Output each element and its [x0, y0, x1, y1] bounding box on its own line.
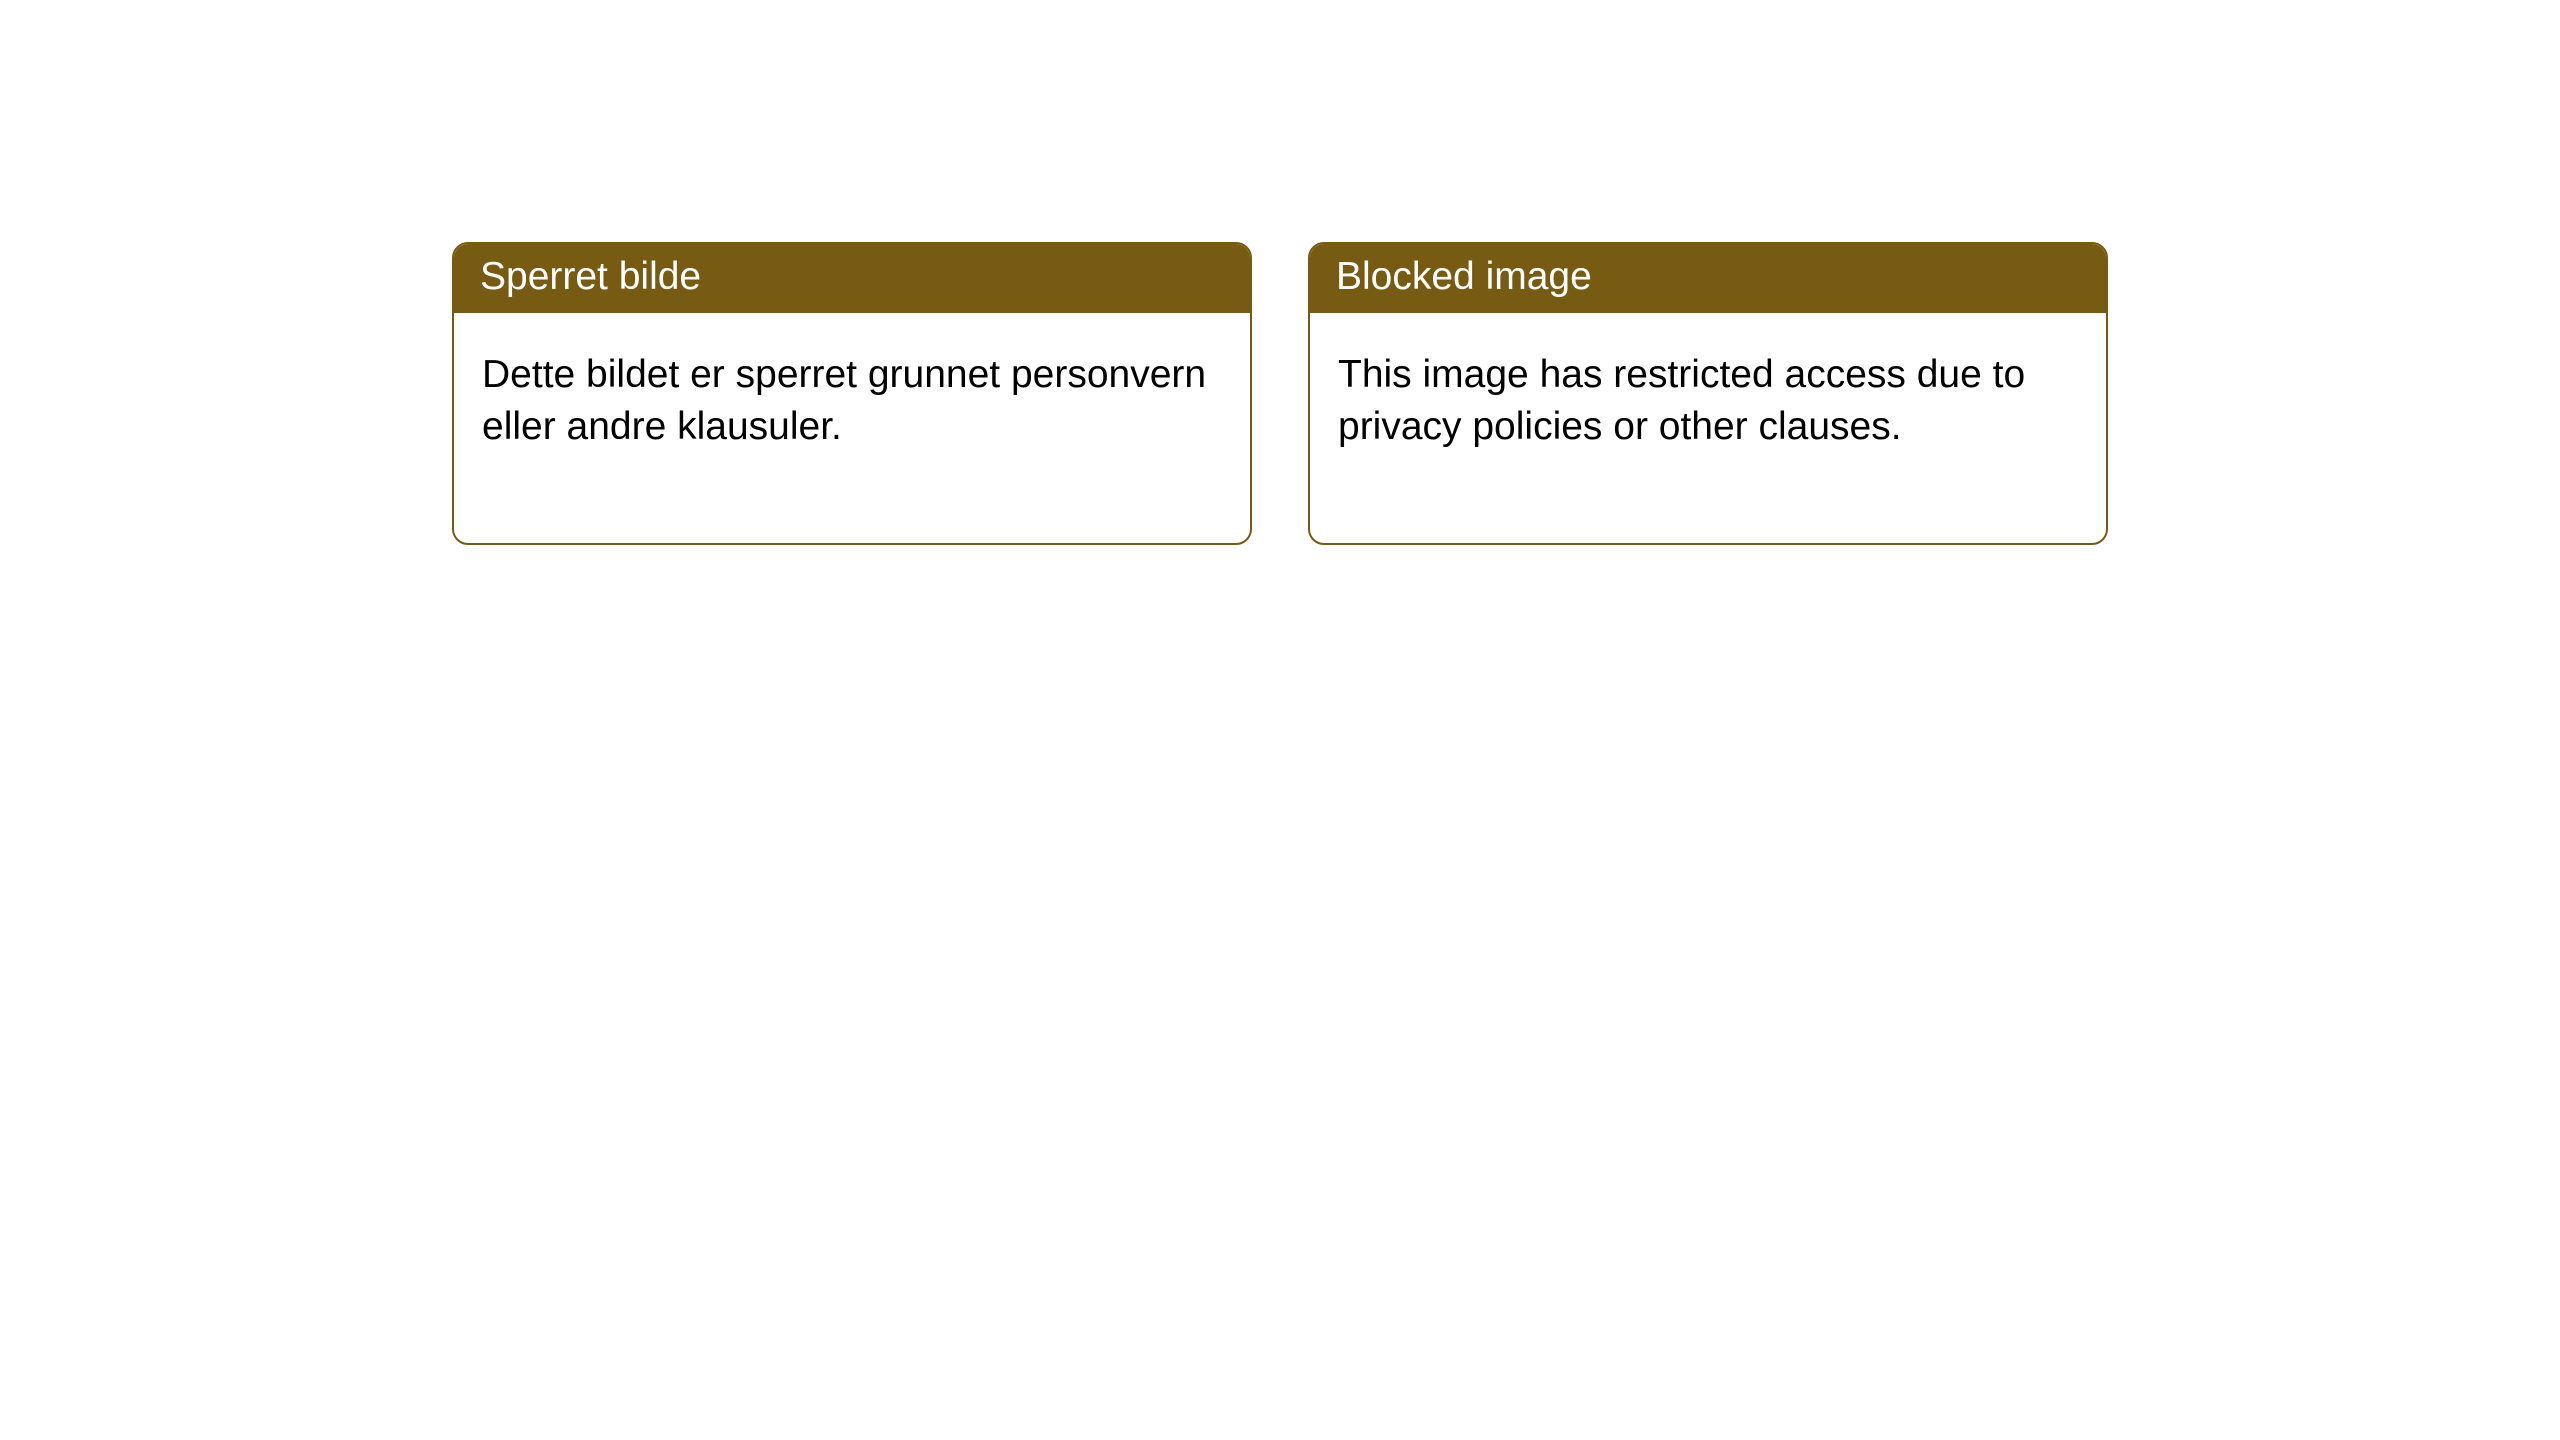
notice-header: Sperret bilde [454, 244, 1250, 313]
notice-card-english: Blocked image This image has restricted … [1308, 242, 2108, 545]
notice-card-norwegian: Sperret bilde Dette bildet er sperret gr… [452, 242, 1252, 545]
notice-container: Sperret bilde Dette bildet er sperret gr… [452, 242, 2108, 545]
notice-body: This image has restricted access due to … [1310, 313, 2106, 543]
notice-header: Blocked image [1310, 244, 2106, 313]
notice-body: Dette bildet er sperret grunnet personve… [454, 313, 1250, 543]
